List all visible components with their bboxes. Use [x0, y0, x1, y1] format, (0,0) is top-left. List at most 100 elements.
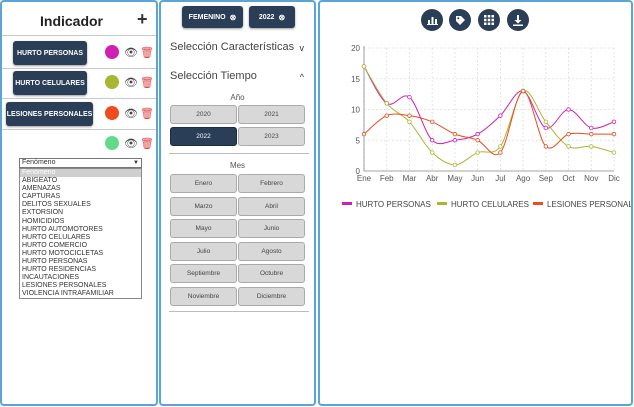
phenomenon-option[interactable]: HURTO MOTOCICLETAS [22, 249, 104, 257]
phenomenon-option[interactable]: LESIONES PERSONALES [22, 282, 107, 290]
grid-icon[interactable] [478, 9, 500, 31]
close-icon[interactable]: ⊗ [229, 12, 237, 22]
tag-icon[interactable] [449, 9, 471, 31]
time-section-title[interactable]: Selección Tiempo [170, 70, 257, 82]
phenomenon-option[interactable]: HURTO AUTOMOTORES [22, 225, 103, 233]
legend-label: LESIONES PERSONALES [547, 200, 631, 209]
data-point [361, 64, 367, 69]
month-button-abril[interactable]: Abril [238, 196, 305, 216]
x-tick-label: Mar [403, 174, 417, 183]
indicator-button-hurto-personas[interactable]: HURTO PERSONAS [13, 41, 87, 65]
data-point [429, 150, 435, 155]
filter-chip-femenino[interactable]: FEMENINO ⊗ [182, 6, 243, 28]
phenomenon-option[interactable]: Fenómeno [20, 169, 141, 178]
indicator-button-hurto-celulares[interactable]: HURTO CELULARES [13, 71, 87, 95]
data-point [407, 113, 412, 118]
phenomenon-option[interactable]: DELITOS SEXUALES [22, 201, 91, 209]
characteristics-section-title[interactable]: Selección Características [170, 41, 295, 53]
legend-label: HURTO PERSONAS [356, 200, 431, 209]
month-button-julio[interactable]: Julio [170, 241, 237, 261]
chevron-up-icon[interactable]: ^ [299, 72, 304, 82]
data-point [498, 113, 503, 118]
x-tick-label: May [447, 174, 462, 183]
data-point [361, 131, 367, 137]
eye-icon[interactable]: 👁 [124, 108, 138, 120]
y-tick-label: 20 [351, 44, 360, 53]
x-tick-label: Dic [608, 174, 620, 183]
bar-chart-icon[interactable] [421, 9, 443, 31]
close-icon[interactable]: ⊗ [278, 12, 286, 22]
phenomenon-option[interactable]: HOMICIDIOS [22, 217, 65, 225]
x-tick-label: Jun [471, 174, 484, 183]
phenomenon-options-list[interactable]: Fenómeno ABIGEATO AMENAZAS CAPTURAS DELITOS … [19, 168, 142, 299]
trash-icon[interactable]: 🗑 [140, 77, 154, 89]
y-tick-label: 10 [351, 106, 360, 115]
y-tick-label: 0 [356, 167, 361, 176]
indicator-button-lesiones-personales[interactable]: LESIONES PERSONALES [6, 102, 93, 126]
month-button-enero[interactable]: Enero [170, 174, 237, 193]
phenomenon-option[interactable]: HURTO COMERCIO [22, 241, 88, 249]
eye-icon[interactable]: 👁 [124, 138, 138, 150]
year-button-2020[interactable]: 2020 [170, 105, 237, 124]
phenomenon-option[interactable]: EXTORSION [22, 209, 64, 217]
month-button-diciembre[interactable]: Diciembre [238, 286, 305, 306]
year-button-2022[interactable]: 2022 [170, 127, 237, 146]
x-tick-label: Sep [539, 174, 554, 183]
month-button-marzo[interactable]: Marzo [170, 196, 237, 216]
eye-icon[interactable]: 👁 [124, 77, 138, 89]
month-button-junio[interactable]: Junio [238, 219, 305, 238]
trash-icon[interactable]: 🗑 [140, 138, 154, 150]
indicator-color-dot[interactable] [105, 45, 119, 59]
data-point [452, 131, 458, 137]
year-button-2021[interactable]: 2021 [238, 105, 305, 124]
indicator-panel: Indicador + HURTO PERSONAS 👁 🗑 HURTO CEL… [0, 0, 158, 406]
data-point [384, 101, 389, 106]
filter-chip-2022[interactable]: 2022 ⊗ [249, 6, 295, 28]
x-tick-label: Feb [380, 174, 394, 183]
phenomenon-option[interactable]: INCAUTACIONES [22, 274, 80, 282]
divider [169, 311, 309, 312]
month-label: Mes [229, 161, 246, 170]
phenomenon-option[interactable]: HURTO PERSONAS [22, 258, 88, 266]
month-button-mayo[interactable]: Mayo [170, 219, 237, 238]
phenomenon-select-value: Fenómeno [22, 159, 56, 166]
phenomenon-option[interactable]: VIOLENCIA INTRAFAMILIAR [22, 290, 114, 298]
year-label: Año [230, 93, 245, 102]
add-indicator-icon[interactable]: + [137, 9, 148, 29]
month-button-noviembre[interactable]: Noviembre [170, 286, 237, 306]
month-button-septiembre[interactable]: Septiembre [170, 264, 237, 283]
legend-swatch [533, 202, 543, 205]
filter-chip-label: FEMENINO [188, 13, 226, 21]
year-button-2023[interactable]: 2023 [238, 127, 305, 146]
phenomenon-option[interactable]: ABIGEATO [22, 177, 58, 185]
trash-icon[interactable]: 🗑 [140, 108, 154, 120]
indicator-color-dot[interactable] [105, 75, 119, 89]
legend-swatch [437, 202, 447, 205]
data-point [475, 131, 480, 137]
data-point [566, 144, 571, 149]
month-button-octubre[interactable]: Octubre [238, 264, 305, 283]
y-tick-label: 5 [356, 136, 361, 145]
x-tick-label: Abr [426, 174, 439, 183]
indicator-color-dot[interactable] [105, 136, 119, 150]
line-chart: 0 5 10 15 20 Ene Feb Mar Abr May Jun Jul Ago Sep Oct No… [342, 44, 631, 209]
data-point [566, 131, 571, 137]
data-point [475, 150, 480, 155]
month-button-febrero[interactable]: Febrero [238, 174, 305, 193]
trash-icon[interactable]: 🗑 [140, 47, 154, 59]
phenomenon-option[interactable]: CAPTURAS [22, 193, 61, 201]
indicator-color-dot[interactable] [105, 106, 119, 120]
month-button-agosto[interactable]: Agosto [238, 241, 305, 261]
phenomenon-option[interactable]: HURTO RESIDENCIAS [22, 266, 97, 274]
eye-icon[interactable]: 👁 [124, 47, 138, 59]
chevron-down-icon[interactable]: v [299, 43, 305, 53]
data-point [429, 119, 435, 124]
data-point [611, 131, 617, 137]
phenomenon-option[interactable]: AMENAZAS [22, 185, 61, 193]
data-point [407, 94, 412, 100]
data-point [543, 144, 549, 149]
phenomenon-option[interactable]: HURTO CELULARES [22, 233, 91, 241]
download-icon[interactable] [507, 9, 529, 31]
phenomenon-select[interactable]: Fenómeno ▼ [19, 158, 142, 168]
data-point [384, 113, 389, 118]
